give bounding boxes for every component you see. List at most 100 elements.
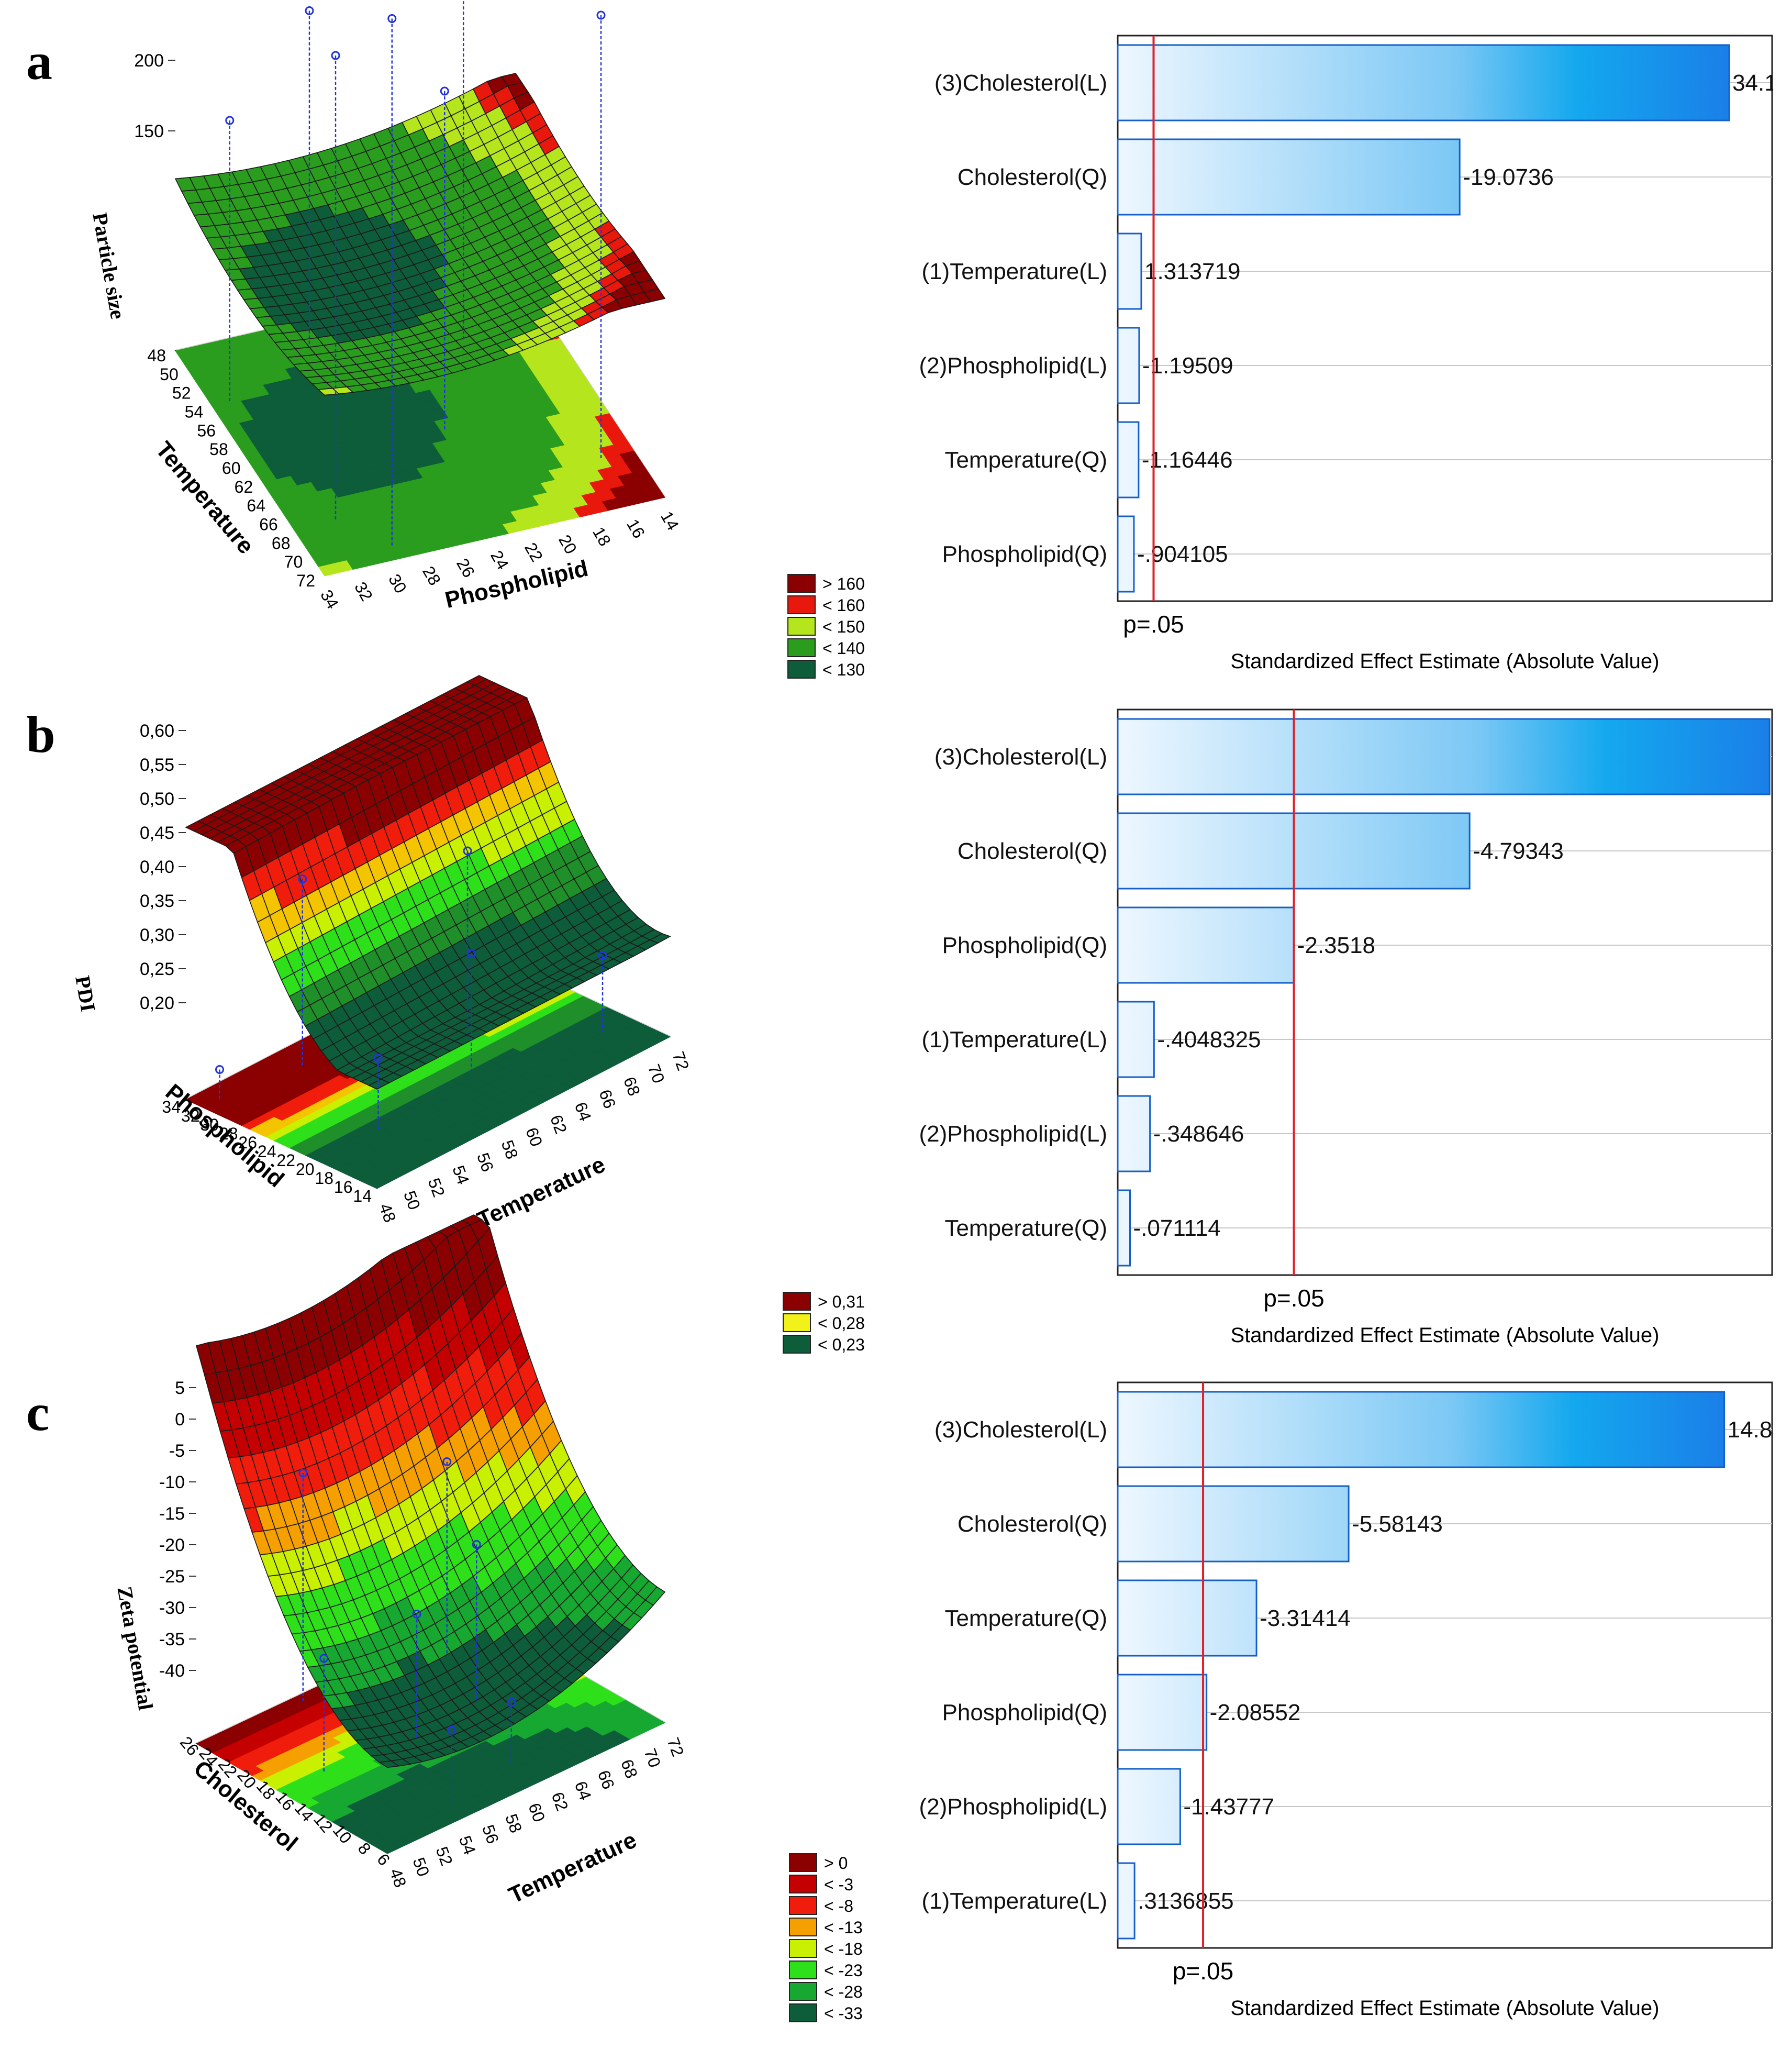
legend-swatch xyxy=(783,1292,811,1311)
z-tick-label: 200 xyxy=(134,51,164,71)
depth-tick-label: 50 xyxy=(160,365,179,384)
legend-label: < 140 xyxy=(822,639,865,658)
front-tick-label: 22 xyxy=(521,539,547,565)
front-tick-label: 60 xyxy=(522,1125,546,1149)
legend-label: > 0 xyxy=(824,1854,848,1873)
z-tick-label: 0,60 xyxy=(140,721,174,741)
front-tick-label: 16 xyxy=(623,516,649,541)
legend-label: < -18 xyxy=(824,1940,863,1958)
z-tick-label: 5 xyxy=(175,1378,185,1398)
legend-label: < -23 xyxy=(824,1961,863,1980)
z-tick-label: 0,40 xyxy=(140,857,174,877)
depth-tick-label: 6 xyxy=(373,1850,394,1869)
depth-tick-label: 68 xyxy=(272,534,291,552)
bar xyxy=(1117,327,1140,404)
depth-tick-label: 20 xyxy=(296,1160,315,1179)
value-label: -1.16446 xyxy=(1142,447,1233,473)
depth-tick-label: 52 xyxy=(172,384,191,403)
surface-plot-a: 150200250300350400450500Particle size485… xyxy=(88,0,865,679)
z-tick-label: 0,50 xyxy=(140,789,174,809)
category-label: Temperature(Q) xyxy=(944,447,1107,473)
value-label: -19.0736 xyxy=(1463,164,1554,190)
front-tick-label: 14 xyxy=(657,508,683,534)
panel-letter-a: a xyxy=(26,32,52,91)
front-tick-label: 70 xyxy=(644,1062,669,1086)
bar xyxy=(1117,1579,1257,1657)
edge-mask xyxy=(1773,33,1792,604)
panel-letter-b: b xyxy=(26,705,55,763)
z-tick-label: 150 xyxy=(134,121,164,141)
depth-tick-label: 70 xyxy=(284,552,303,571)
bar xyxy=(1117,1485,1350,1563)
front-tick-label: 64 xyxy=(571,1100,595,1124)
legend-label: > 160 xyxy=(822,574,865,593)
depth-tick-label: 48 xyxy=(147,346,166,365)
front-tick-label: 50 xyxy=(400,1188,424,1212)
value-label: -1.43777 xyxy=(1183,1794,1274,1820)
legend-swatch xyxy=(787,638,816,657)
category-label: Cholesterol(Q) xyxy=(958,838,1107,864)
value-label: -.071114 xyxy=(1133,1215,1221,1241)
front-tick-label: 52 xyxy=(432,1844,457,1868)
legend: > 0 < -3 < -8 < -13 < -18 < -23 < -28 < -33 xyxy=(789,1853,863,2023)
legend-label: < -8 xyxy=(824,1897,853,1915)
front-tick-label: 72 xyxy=(669,1049,693,1073)
z-tick-label: 0,55 xyxy=(140,755,174,775)
z-tick-label: 0,45 xyxy=(140,823,174,843)
category-label: Temperature(Q) xyxy=(944,1605,1107,1631)
front-tick-label: 50 xyxy=(409,1855,433,1879)
bar xyxy=(1117,1391,1726,1468)
legend: > 160 < 160 < 150 < 140 < 130 xyxy=(787,574,865,679)
bar xyxy=(1117,44,1730,121)
legend-swatch xyxy=(789,1918,817,1936)
category-label: Cholesterol(Q) xyxy=(958,164,1107,190)
bar xyxy=(1117,232,1142,310)
front-axis-title: Temperature xyxy=(505,1827,640,1909)
category-label: Temperature(Q) xyxy=(944,1215,1107,1241)
value-label: 1.313719 xyxy=(1144,259,1241,284)
legend-swatch xyxy=(787,617,816,636)
front-tick-label: 58 xyxy=(502,1811,526,1835)
depth-tick-label: 16 xyxy=(334,1178,353,1197)
z-tick-label: 0,30 xyxy=(140,925,174,945)
front-tick-label: 24 xyxy=(487,547,513,573)
value-label: -4.79343 xyxy=(1473,838,1564,864)
edge-mask xyxy=(1773,707,1792,1278)
legend-swatch xyxy=(787,660,816,679)
z-tick-label: -5 xyxy=(169,1441,185,1461)
z-axis-title: Zeta potential xyxy=(113,1585,158,1712)
value-label: -1.19509 xyxy=(1142,353,1233,379)
front-tick-label: 18 xyxy=(589,524,615,549)
bar xyxy=(1117,1862,1136,1940)
front-tick-label: 56 xyxy=(473,1150,497,1175)
legend-swatch xyxy=(787,574,816,593)
front-tick-label: 62 xyxy=(548,1790,572,1814)
value-label: -.4048325 xyxy=(1157,1027,1261,1053)
z-tick-label: 0,25 xyxy=(140,959,174,979)
front-tick-label: 52 xyxy=(425,1176,449,1200)
z-tick-label: -35 xyxy=(159,1630,185,1649)
value-label: -.904105 xyxy=(1137,541,1228,567)
z-tick-label: -15 xyxy=(159,1504,185,1524)
category-label: (3)Cholesterol(L) xyxy=(934,744,1107,770)
front-tick-label: 68 xyxy=(617,1757,641,1781)
front-tick-label: 68 xyxy=(620,1075,644,1099)
value-label: -.348646 xyxy=(1153,1121,1244,1147)
bar xyxy=(1117,1768,1181,1845)
p-value-label: p=.05 xyxy=(1263,1284,1324,1312)
bar xyxy=(1117,718,1771,795)
z-tick-label: 0 xyxy=(175,1410,185,1430)
front-tick-label: 26 xyxy=(453,555,478,581)
front-tick-label: 66 xyxy=(594,1768,618,1792)
depth-tick-label: 56 xyxy=(197,421,216,440)
category-label: (1)Temperature(L) xyxy=(921,1027,1107,1053)
edge-mask xyxy=(1773,1380,1792,1951)
depth-tick-label: 14 xyxy=(353,1187,372,1205)
legend-swatch xyxy=(789,1896,817,1915)
pareto-chart-a: (3)Cholesterol(L)34.108Cholesterol(Q)-19… xyxy=(919,33,1792,673)
front-tick-label: 54 xyxy=(449,1163,473,1187)
front-tick-label: 32 xyxy=(351,579,376,604)
legend-label: > 0,31 xyxy=(818,1292,865,1311)
